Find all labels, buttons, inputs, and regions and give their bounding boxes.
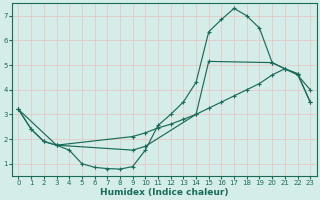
X-axis label: Humidex (Indice chaleur): Humidex (Indice chaleur) [100,188,228,197]
